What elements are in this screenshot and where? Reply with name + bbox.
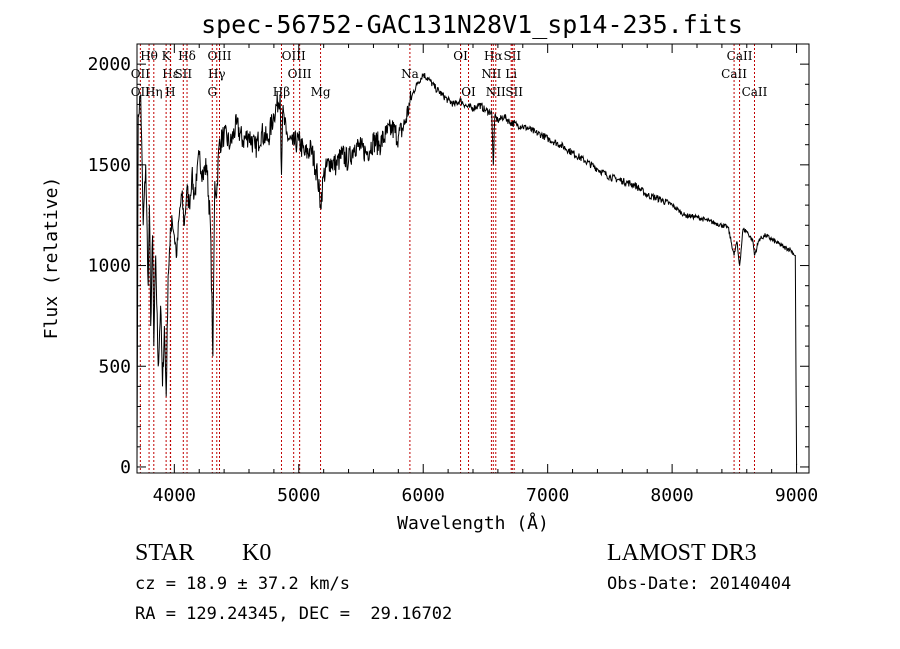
marker-label: Li (505, 67, 517, 81)
chart-title: spec-56752-GAC131N28V1_sp14-235.fits (201, 10, 743, 39)
marker-label: OI (453, 49, 468, 63)
x-tick-label: 7000 (526, 485, 569, 506)
marker-label: Na (401, 67, 419, 81)
marker-label: Mg (311, 85, 331, 99)
object-class: STAR (135, 540, 195, 566)
y-tick-label: 500 (98, 356, 131, 377)
marker-label: SII (505, 85, 523, 99)
marker-label: OIII (207, 49, 231, 63)
marker-label: Hα (484, 49, 503, 63)
marker-label: K (162, 49, 172, 63)
marker-label: OII (131, 85, 151, 99)
y-tick-label: 2000 (88, 54, 131, 75)
marker-label: SII (503, 49, 521, 63)
x-tick-label: 8000 (650, 485, 693, 506)
marker-label: Hη (145, 85, 163, 99)
redshift-cz: cz = 18.9 ± 37.2 km/s (135, 574, 350, 594)
x-tick-label: 9000 (775, 485, 818, 506)
y-tick-label: 0 (120, 457, 131, 478)
marker-label: Hγ (208, 67, 226, 81)
marker-label: H (165, 85, 175, 99)
marker-label: OIII (282, 49, 306, 63)
marker-label: Hβ (273, 85, 290, 99)
x-tick-label: 6000 (402, 485, 445, 506)
y-axis: 0 500 1000 1500 2000 (88, 54, 809, 478)
marker-label: OII (131, 67, 151, 81)
marker-label: G (207, 85, 217, 99)
y-tick-label: 1500 (88, 155, 131, 176)
spectrum-line (136, 72, 798, 465)
x-axis: 4000 5000 6000 7000 8000 9000 (153, 44, 818, 506)
obs-date: Obs-Date: 20140404 (607, 574, 792, 594)
coordinates: RA = 129.24345, DEC = 29.16702 (135, 604, 453, 624)
object-subclass: K0 (242, 540, 272, 566)
y-tick-label: 1000 (88, 256, 131, 277)
marker-label: OI (461, 85, 476, 99)
marker-label: NII (481, 67, 501, 81)
marker-label: Hθ (140, 49, 158, 63)
marker-label: CaII (742, 85, 768, 99)
y-axis-label: Flux (relative) (41, 177, 62, 340)
marker-label: OIII (288, 67, 312, 81)
survey-name: LAMOST DR3 (607, 540, 757, 566)
marker-label: Hδ (178, 49, 196, 63)
x-tick-label: 4000 (153, 485, 196, 506)
marker-label: CaII (721, 67, 747, 81)
x-tick-label: 5000 (277, 485, 320, 506)
marker-label: CaII (727, 49, 753, 63)
x-axis-label: Wavelength (Å) (397, 512, 549, 534)
marker-label: SII (174, 67, 192, 81)
marker-label: NII (486, 85, 506, 99)
